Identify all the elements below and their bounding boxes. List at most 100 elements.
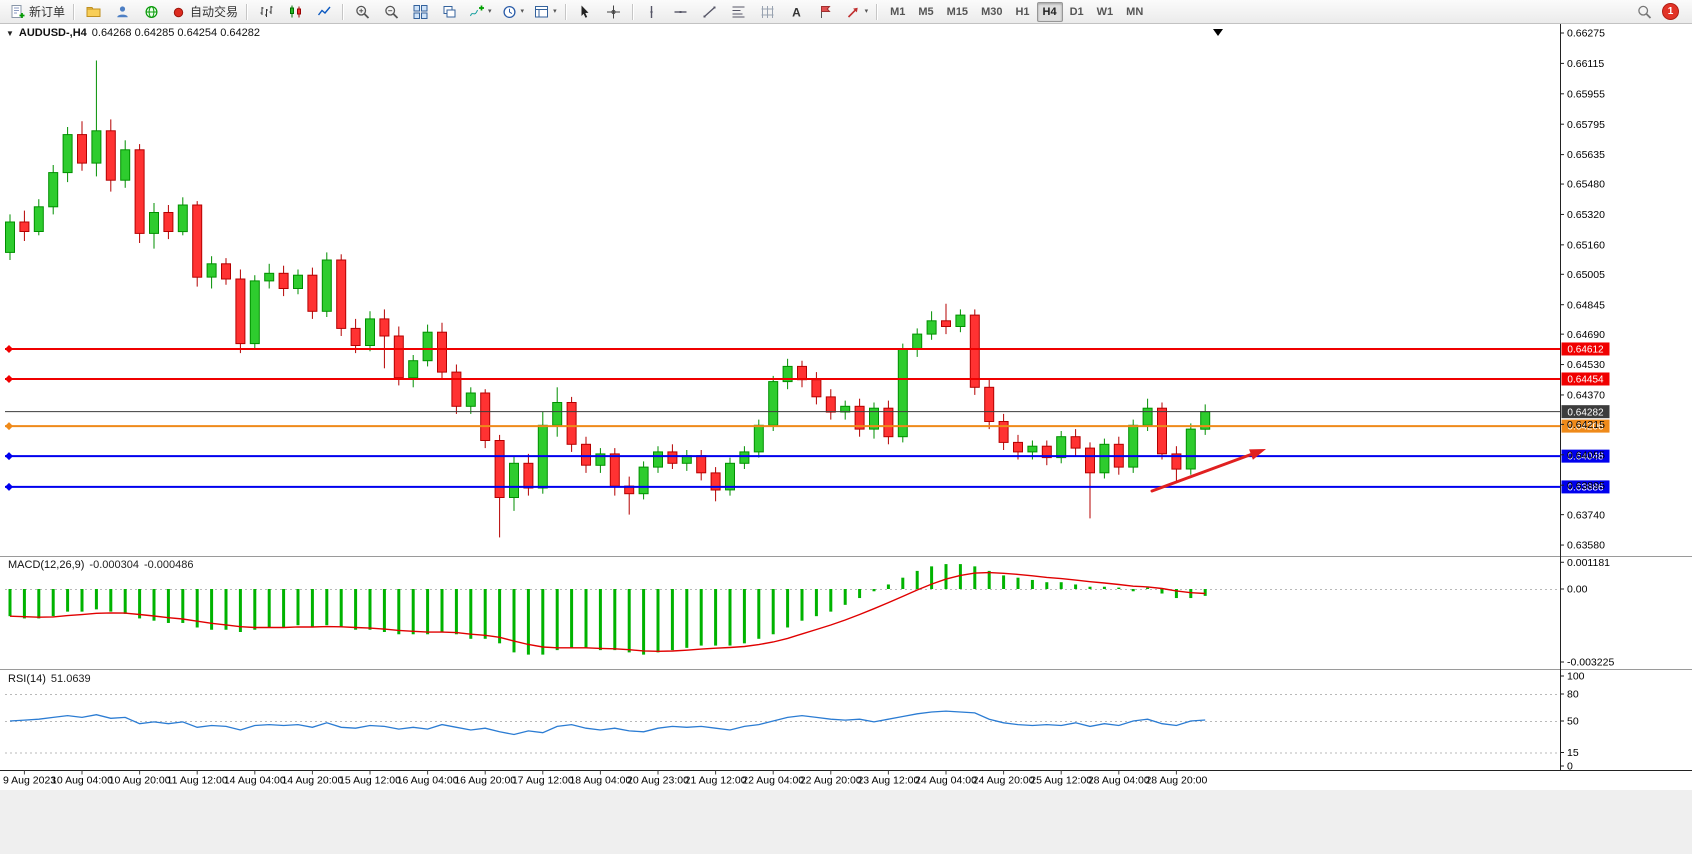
- cascade-windows-button[interactable]: [435, 1, 463, 23]
- svg-text:24 Aug 20:00: 24 Aug 20:00: [973, 775, 1035, 787]
- symbol-title: AUDUSD-,H4: [18, 27, 87, 39]
- svg-text:0.64206: 0.64206: [1567, 422, 1604, 433]
- vertical-line-button[interactable]: [638, 1, 666, 23]
- timeframe-button-m30[interactable]: M30: [981, 5, 1003, 18]
- level-lines[interactable]: 0.64612 0.64454 0.64282 0.64206 0.64048 0.638…: [5, 342, 1610, 494]
- svg-text:11 Aug 12:00: 11 Aug 12:00: [167, 775, 228, 787]
- chart-window[interactable]: 0.64612 0.64454 0.64282 0.64206 0.64048 0.638…: [0, 24, 1692, 790]
- svg-text:0.63895: 0.63895: [1567, 480, 1605, 492]
- line-chart-button[interactable]: [310, 1, 338, 23]
- fibonacci-icon: [730, 4, 747, 20]
- navigator-button[interactable]: [137, 1, 165, 23]
- candlesticks[interactable]: [5, 60, 1211, 538]
- svg-text:0.66275: 0.66275: [1567, 28, 1605, 40]
- trendline-button[interactable]: [696, 1, 724, 23]
- cursor-button[interactable]: [571, 1, 599, 23]
- profiles-button[interactable]: [79, 1, 107, 23]
- notification-badge[interactable]: 1: [1662, 3, 1679, 20]
- svg-text:0.64454: 0.64454: [1567, 375, 1604, 386]
- zoom-in-button[interactable]: [348, 1, 376, 23]
- timeframe-button-d1[interactable]: D1: [1069, 5, 1084, 18]
- template-icon: [533, 4, 550, 20]
- timeframe-button-h1[interactable]: H1: [1015, 5, 1030, 18]
- indicator-gridlines: [5, 589, 1560, 754]
- label-button[interactable]: [812, 1, 840, 23]
- svg-text:0.64048: 0.64048: [1567, 452, 1604, 463]
- svg-text:100: 100: [1567, 671, 1585, 683]
- svg-text:0.63886: 0.63886: [1567, 483, 1604, 494]
- svg-text:14 Aug 04:00: 14 Aug 04:00: [224, 775, 286, 787]
- chevron-down-icon: ▾: [864, 8, 869, 15]
- text-button[interactable]: A: [783, 1, 811, 23]
- clock-icon: [501, 4, 518, 20]
- svg-text:25 Aug 12:00: 25 Aug 12:00: [1030, 775, 1092, 787]
- bar-chart-button[interactable]: [252, 1, 280, 23]
- chart-canvas: 0.64612 0.64454 0.64282 0.64206 0.64048 0.638…: [0, 24, 1692, 787]
- timeframe-button-h4[interactable]: H4: [1036, 1, 1063, 22]
- pane-frame: [0, 24, 1692, 771]
- window-menu-icon[interactable]: ▼: [6, 28, 14, 38]
- text-icon: A: [788, 4, 805, 20]
- svg-text:0.64370: 0.64370: [1567, 390, 1605, 402]
- svg-text:0.64055: 0.64055: [1567, 449, 1605, 461]
- rsi-indicator-name: RSI(14): [8, 673, 46, 685]
- indicators-button[interactable]: ▾: [464, 1, 496, 23]
- rsi-label-bar: RSI(14) 51.0639: [8, 673, 91, 685]
- timeframe-button-m1[interactable]: M1: [890, 5, 906, 18]
- vertical-line-icon: [643, 4, 660, 20]
- trendline-icon: [701, 4, 718, 20]
- svg-text:21 Aug 12:00: 21 Aug 12:00: [685, 775, 747, 787]
- svg-text:28 Aug 04:00: 28 Aug 04:00: [1088, 775, 1150, 787]
- toolbar-separator: [246, 3, 249, 20]
- svg-text:0.63580: 0.63580: [1567, 540, 1605, 552]
- line-chart-icon: [316, 4, 333, 20]
- auto-trading-label: 自动交易: [190, 5, 239, 19]
- horizontal-line-button[interactable]: [667, 1, 695, 23]
- auto-trading-button[interactable]: 自动交易: [166, 1, 242, 23]
- timeframe-button-m5[interactable]: M5: [918, 5, 934, 18]
- timeframe-group: M1 M5 M15 M30 H1 H4 D1 W1 MN: [884, 1, 1149, 22]
- tile-windows-button[interactable]: [406, 1, 434, 23]
- svg-text:18 Aug 04:00: 18 Aug 04:00: [569, 775, 631, 787]
- fibonacci-button[interactable]: [725, 1, 753, 23]
- rsi-line: [9, 710, 1206, 736]
- svg-text:23 Aug 12:00: 23 Aug 12:00: [857, 775, 919, 787]
- toolbar-separator: [73, 3, 76, 20]
- svg-text:0.65320: 0.65320: [1567, 209, 1605, 221]
- svg-text:-0.003225: -0.003225: [1567, 657, 1614, 669]
- rsi-pane: [9, 710, 1206, 736]
- new-order-button[interactable]: 新订单: [5, 1, 69, 23]
- svg-text:80: 80: [1567, 689, 1579, 701]
- macd-signal-value: -0.000486: [143, 559, 194, 571]
- templates-button[interactable]: ▾: [529, 1, 561, 23]
- cascade-windows-icon: [441, 4, 458, 20]
- timeframe-button-mn[interactable]: MN: [1126, 5, 1144, 18]
- cursor-icon: [576, 4, 593, 20]
- svg-text:22 Aug 04:00: 22 Aug 04:00: [742, 775, 804, 787]
- svg-text:0.64282: 0.64282: [1567, 407, 1604, 418]
- candle-chart-button[interactable]: [281, 1, 309, 23]
- svg-text:16 Aug 04:00: 16 Aug 04:00: [397, 775, 459, 787]
- market-watch-button[interactable]: [108, 1, 136, 23]
- periods-button[interactable]: ▾: [497, 1, 529, 23]
- toolbar-separator: [631, 3, 634, 20]
- svg-text:10 Aug 20:00: 10 Aug 20:00: [109, 775, 171, 787]
- svg-text:0.64612: 0.64612: [1567, 345, 1604, 356]
- zoom-in-icon: [354, 4, 371, 20]
- price-axis[interactable]: 0.66275 0.66115 0.65955 0.65795 0.65635 0.654…: [1560, 28, 1614, 773]
- crosshair-button[interactable]: [600, 1, 628, 23]
- timeframe-button-m15[interactable]: M15: [946, 5, 969, 18]
- grid-button[interactable]: [754, 1, 782, 23]
- search-icon[interactable]: [1636, 4, 1653, 20]
- svg-text:16 Aug 20:00: 16 Aug 20:00: [454, 775, 516, 787]
- zoom-out-button[interactable]: [377, 1, 405, 23]
- svg-text:28 Aug 20:00: 28 Aug 20:00: [1145, 775, 1207, 787]
- timeframe-button-w1[interactable]: W1: [1096, 5, 1114, 18]
- price-tag: [1561, 342, 1610, 356]
- annotations[interactable]: [1150, 29, 1266, 493]
- arrows-button[interactable]: ▾: [841, 1, 873, 23]
- svg-text:17 Aug 12:00: 17 Aug 12:00: [512, 775, 574, 787]
- svg-text:20 Aug 23:00: 20 Aug 23:00: [627, 775, 689, 787]
- svg-text:0.64215: 0.64215: [1567, 419, 1605, 431]
